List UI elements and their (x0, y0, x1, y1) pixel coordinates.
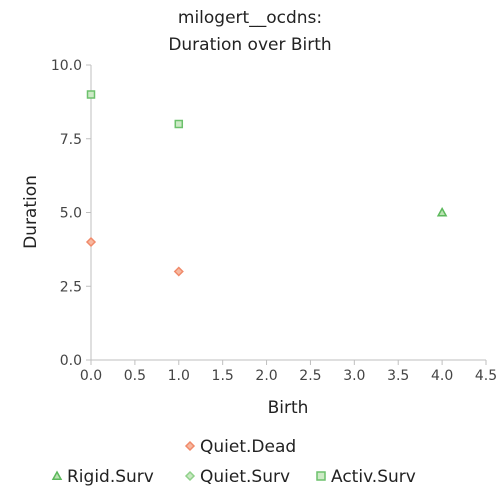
legend-marker-quiet-surv (184, 470, 196, 482)
point-activ-surv (174, 119, 184, 129)
x-tick-label: 1.5 (212, 368, 234, 384)
y-tick-label: 10.0 (51, 58, 82, 74)
x-tick-label: 0.0 (80, 368, 102, 384)
x-tick-label: 4.5 (475, 368, 497, 384)
point-quiet-dead (173, 266, 184, 277)
x-axis-title: Birth (268, 398, 309, 418)
legend: Quiet.Dead Rigid.Surv Quiet.Surv Activ.Surv (51, 437, 416, 487)
legend-label-quiet-dead: Quiet.Dead (200, 437, 296, 457)
x-ticks: 0.0 0.5 1.0 1.5 2.0 2.5 3.0 3.5 4.0 4.5 (80, 360, 497, 384)
legend-marker-rigid-surv (51, 470, 63, 480)
x-tick-label: 0.5 (124, 368, 146, 384)
y-tick-label: 2.5 (60, 279, 82, 295)
x-tick-label: 1.0 (168, 368, 190, 384)
point-quiet-dead (85, 236, 97, 248)
data-points (85, 90, 448, 277)
legend-label-quiet-surv: Quiet.Surv (200, 467, 290, 487)
x-tick-label: 2.0 (255, 368, 277, 384)
chart-title-line-2: Duration over Birth (168, 35, 331, 55)
legend-label-activ-surv: Activ.Surv (331, 467, 416, 487)
y-ticks: 0.0 2.5 5.0 7.5 10.0 (51, 58, 91, 369)
x-tick-label: 3.0 (343, 368, 365, 384)
legend-marker-quiet-dead (184, 440, 196, 452)
point-activ-surv (86, 90, 96, 99)
y-axis-title: Duration (21, 175, 41, 249)
point-rigid-surv (436, 206, 448, 217)
y-tick-label: 7.5 (60, 132, 82, 148)
legend-label-rigid-surv: Rigid.Surv (67, 467, 154, 487)
x-tick-label: 3.5 (387, 368, 409, 384)
axes (90, 65, 486, 361)
x-tick-label: 2.5 (299, 368, 321, 384)
y-tick-label: 5.0 (60, 206, 82, 222)
y-tick-label: 0.0 (60, 353, 82, 369)
x-tick-label: 4.0 (431, 368, 453, 384)
legend-marker-activ-surv (316, 471, 326, 481)
chart-title-line-1: milogert__ocdns: (178, 8, 322, 28)
